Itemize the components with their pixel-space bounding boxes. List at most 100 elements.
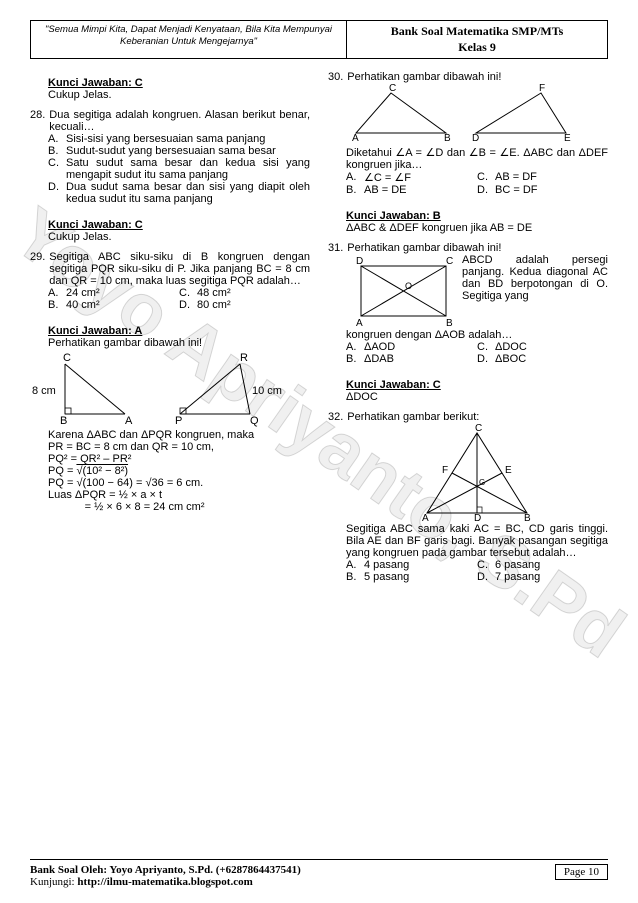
q30-triangles-svg: A B C D E F xyxy=(346,83,576,143)
q29-c: 48 cm² xyxy=(197,287,231,299)
svg-text:8 cm: 8 cm xyxy=(32,385,56,397)
q29-triangles: C B A 8 cm R P Q 10 cm xyxy=(30,349,310,429)
answer-30-label: Kunci Jawaban: B xyxy=(346,210,608,222)
svg-text:F: F xyxy=(539,83,545,94)
svg-text:10 cm: 10 cm xyxy=(252,385,282,397)
q29-c-label: C. xyxy=(179,287,193,299)
q30-a: ∠C = ∠F xyxy=(364,171,411,184)
q30-d: BC = DF xyxy=(495,184,537,196)
header-title-line1: Bank Soal Matematika SMP/MTs xyxy=(353,24,601,40)
question-32: 32. Perhatikan gambar berikut: xyxy=(328,411,608,423)
svg-text:D: D xyxy=(356,256,363,267)
sol-line-6: Luas ΔPQR = ½ × a × t xyxy=(48,489,310,501)
header-quote: "Semua Mimpi Kita, Dapat Menjadi Kenyata… xyxy=(31,21,347,58)
q31-c-label: C. xyxy=(477,341,491,353)
footer-line2: Kunjungi: http://ilmu-matematika.blogspo… xyxy=(30,876,555,888)
left-column: Kunci Jawaban: C Cukup Jelas. 28. Dua se… xyxy=(30,71,310,583)
q28-opt-d: Dua sudut sama besar dan sisi yang diapi… xyxy=(66,181,310,205)
header-title-line2: Kelas 9 xyxy=(353,40,601,56)
svg-text:P: P xyxy=(175,415,182,427)
svg-text:C: C xyxy=(389,83,396,94)
q29-a: 24 cm² xyxy=(66,287,100,299)
q32-d: 7 pasang xyxy=(495,571,540,583)
page-number: Page 10 xyxy=(555,864,608,880)
q31-b: ΔDAB xyxy=(364,353,394,365)
header-title: Bank Soal Matematika SMP/MTs Kelas 9 xyxy=(347,21,607,58)
q31-c: ΔDOC xyxy=(495,341,527,353)
q29-a-label: A. xyxy=(48,287,62,299)
answer-28-text: Cukup Jelas. xyxy=(48,231,310,243)
q30-text: Perhatikan gambar dibawah ini! xyxy=(347,71,501,83)
q28-opt-a: Sisi-sisi yang bersesuaian sama panjang xyxy=(66,133,310,145)
svg-text:C: C xyxy=(63,352,71,364)
sol-line-7: = ½ × 6 × 8 = 24 cm cm² xyxy=(48,501,310,513)
q32-text: Perhatikan gambar berikut: xyxy=(347,411,479,423)
q29-b-label: B. xyxy=(48,299,62,311)
q29-number: 29. xyxy=(30,251,45,287)
q30-c-label: C. xyxy=(477,171,491,184)
sol-line-1: Karena ΔABC dan ΔPQR kongruen, maka xyxy=(48,429,310,441)
answer-31-text: ΔDOC xyxy=(346,391,608,403)
q32-a-label: A. xyxy=(346,559,360,571)
q28-opt-a-label: A. xyxy=(48,133,62,145)
q32-desc: Segitiga ABC sama kaki AC = BC, CD garis… xyxy=(346,523,608,559)
answer-27-label: Kunci Jawaban: C xyxy=(48,77,310,89)
svg-text:C: C xyxy=(446,256,453,267)
svg-text:E: E xyxy=(564,133,571,143)
q32-d-label: D. xyxy=(477,571,491,583)
svg-text:B: B xyxy=(524,513,531,523)
answer-29-label: Kunci Jawaban: A xyxy=(48,325,310,337)
q32-b: 5 pasang xyxy=(364,571,409,583)
answer-31-label: Kunci Jawaban: C xyxy=(346,379,608,391)
question-30: 30. Perhatikan gambar dibawah ini! xyxy=(328,71,608,83)
sol-line-5: PQ = √(100 − 64) = √36 = 6 cm. xyxy=(48,477,310,489)
q29-b: 40 cm² xyxy=(66,299,100,311)
svg-text:A: A xyxy=(356,318,363,329)
q29-d: 80 cm² xyxy=(197,299,231,311)
q32-c: 6 pasang xyxy=(495,559,540,571)
q28-opt-d-label: D. xyxy=(48,181,62,205)
svg-text:C: C xyxy=(475,423,482,434)
q32-c-label: C. xyxy=(477,559,491,571)
sol-line-3: PQ² = QR² – PR² xyxy=(48,453,310,465)
q32-triangle-svg: A B C D E F G xyxy=(402,423,552,523)
q32-a: 4 pasang xyxy=(364,559,409,571)
question-29: 29. Segitiga ABC siku-siku di B kongruen… xyxy=(30,251,310,287)
q31-cont: kongruen dengan ΔAOB adalah… xyxy=(346,329,608,341)
q30-number: 30. xyxy=(328,71,343,83)
q30-c: AB = DF xyxy=(495,171,537,184)
q31-text: Perhatikan gambar dibawah ini! xyxy=(347,242,501,254)
q31-rect-svg: D C A B O xyxy=(346,254,456,329)
svg-text:O: O xyxy=(405,281,412,291)
svg-text:A: A xyxy=(422,513,429,523)
answer-27-text: Cukup Jelas. xyxy=(48,89,310,101)
q28-opt-b-label: B. xyxy=(48,145,62,157)
q30-d-label: D. xyxy=(477,184,491,196)
q30-given: Diketahui ∠A = ∠D dan ∠B = ∠E. ΔABC dan … xyxy=(346,146,608,171)
svg-text:B: B xyxy=(444,133,451,143)
svg-text:D: D xyxy=(472,133,479,143)
sol-line-4: PQ = √(10² − 8²) xyxy=(48,465,310,477)
q28-opt-c-label: C. xyxy=(48,157,62,181)
q30-b: AB = DE xyxy=(364,184,407,196)
svg-text:B: B xyxy=(60,415,67,427)
q31-a-label: A. xyxy=(346,341,360,353)
svg-text:F: F xyxy=(442,465,448,476)
q31-number: 31. xyxy=(328,242,343,254)
svg-text:Q: Q xyxy=(250,415,259,427)
question-31: 31. Perhatikan gambar dibawah ini! xyxy=(328,242,608,254)
svg-text:B: B xyxy=(446,318,453,329)
right-column: 30. Perhatikan gambar dibawah ini! A B C… xyxy=(328,71,608,583)
q32-number: 32. xyxy=(328,411,343,423)
question-28: 28. Dua segitiga adalah kongruen. Alasan… xyxy=(30,109,310,133)
q28-opt-c: Satu sudut sama besar dan kedua sisi yan… xyxy=(66,157,310,181)
header-box: "Semua Mimpi Kita, Dapat Menjadi Kenyata… xyxy=(30,20,608,59)
answer-29-intro: Perhatikan gambar dibawah ini! xyxy=(48,337,310,349)
q31-d-label: D. xyxy=(477,353,491,365)
q29-text: Segitiga ABC siku-siku di B kongruen den… xyxy=(49,251,310,287)
q32-b-label: B. xyxy=(346,571,360,583)
q28-opt-b: Sudut-sudut yang bersesuaian sama besar xyxy=(66,145,310,157)
q30-a-label: A. xyxy=(346,171,360,184)
svg-text:G: G xyxy=(479,478,485,487)
q31-b-label: B. xyxy=(346,353,360,365)
